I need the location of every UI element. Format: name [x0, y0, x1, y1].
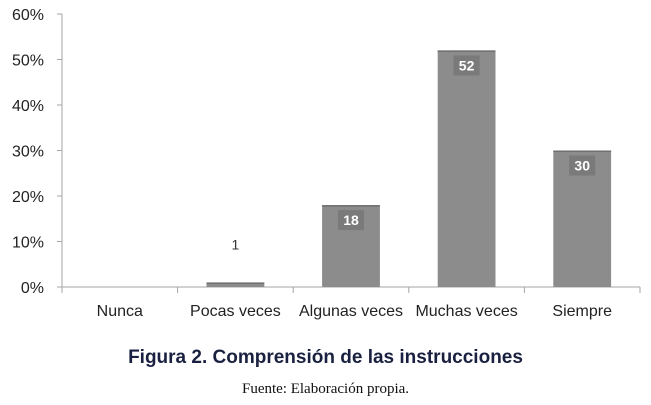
figure-source: Fuente: Elaboración propia. [241, 381, 410, 397]
data-label: 1 [232, 236, 240, 252]
bar [206, 282, 265, 287]
data-label: 52 [459, 57, 475, 73]
y-tick-label: 30% [12, 144, 44, 161]
y-tick-label: 10% [12, 235, 44, 252]
y-tick-label: 50% [12, 53, 44, 70]
data-label: 30 [574, 158, 590, 174]
x-axis: Nunca Pocas veces Algunas veces Muchas vece… [61, 286, 641, 320]
figure-caption: Figura 2. Comprensión de las instruccion… [128, 347, 523, 368]
bar-chart: 0% 10% 20% 30% 40% 50% 60% Nunca Pocas veces Alg… [12, 7, 641, 320]
data-labels: 1 18 52 30 [232, 55, 596, 252]
x-tick-label: Nunca [97, 303, 143, 320]
y-tick-label: 40% [12, 98, 44, 115]
data-label-box [569, 155, 596, 176]
y-tick-label: 60% [12, 7, 44, 24]
bar [437, 50, 496, 288]
x-tick-label: Pocas veces [190, 303, 281, 320]
x-tick-label: Muchas veces [415, 303, 517, 320]
bar-cap [206, 282, 265, 284]
y-tick-label: 20% [12, 189, 44, 206]
x-tick-label: Siempre [552, 303, 612, 320]
data-label: 18 [343, 212, 359, 228]
data-label-box [453, 55, 480, 76]
x-tick-label: Algunas veces [299, 303, 403, 320]
bar-cap [437, 50, 496, 52]
y-tick-label: 0% [21, 280, 44, 297]
bar-cap [322, 205, 380, 207]
bar-cap [553, 150, 612, 152]
bars [206, 50, 612, 288]
data-label-box [338, 210, 364, 231]
y-axis: 0% 10% 20% 30% 40% 50% 60% [12, 7, 63, 297]
